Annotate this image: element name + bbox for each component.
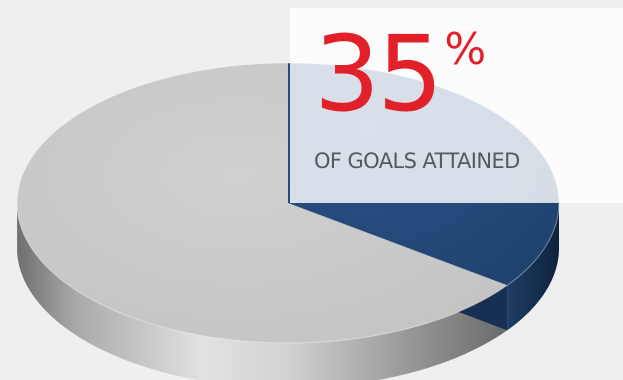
stat-value-row: 35 % <box>314 22 486 126</box>
pie-slice-top-1 <box>16 63 508 344</box>
pie-slice-side-0 <box>507 203 559 331</box>
pie-rim <box>16 62 560 344</box>
stat-caption: OF GOALS ATTAINED <box>314 149 520 173</box>
pie-slice-side-1 <box>17 207 508 380</box>
stat-unit: % <box>444 24 487 75</box>
stat-value: 35 <box>314 13 443 135</box>
stat-card: 35 % OF GOALS ATTAINED <box>290 8 623 203</box>
